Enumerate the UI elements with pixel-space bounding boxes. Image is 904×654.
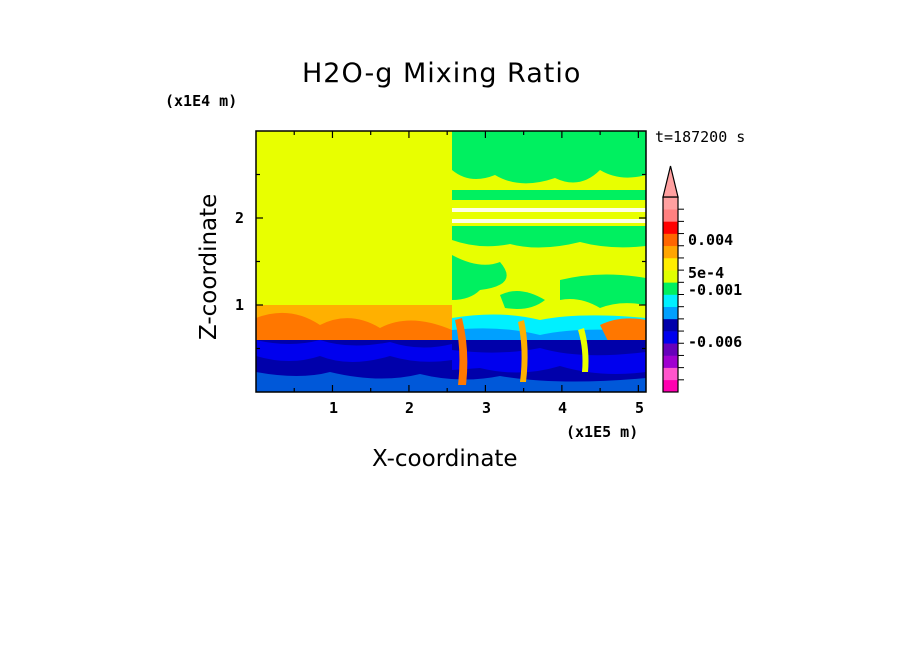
colorbar-segment xyxy=(663,245,678,259)
colorbar-segment xyxy=(663,318,678,332)
field-band xyxy=(452,219,646,223)
colorbar-segment xyxy=(663,270,678,283)
colorbar-segment xyxy=(663,197,678,210)
field-surface-bottom xyxy=(256,372,646,392)
field-plume xyxy=(455,318,468,385)
x-tick-label: 1 xyxy=(329,399,339,417)
field-blob xyxy=(452,255,507,300)
y-tick-label: 2 xyxy=(235,209,245,227)
colorbar-segment xyxy=(663,233,678,247)
axis-ticks xyxy=(256,131,646,392)
y-tick-label: 1 xyxy=(235,296,245,314)
colorbar-segment xyxy=(663,367,678,381)
x-axis-unit: (x1E5 m) xyxy=(566,423,639,441)
field-band xyxy=(452,208,646,212)
colorbar-label: -0.001 xyxy=(688,281,743,299)
field-plume xyxy=(578,328,589,372)
colorbar-label: 0.004 xyxy=(688,231,734,249)
y-axis-unit: (x1E4 m) xyxy=(165,92,238,110)
field-surface-light xyxy=(452,348,646,374)
x-tick-label: 3 xyxy=(482,399,492,417)
x-axis-label: X-coordinate xyxy=(372,446,518,472)
field-band xyxy=(452,226,646,248)
colorbar-segment xyxy=(663,294,678,307)
field-blob xyxy=(500,291,545,309)
x-tick-label: 4 xyxy=(558,399,568,417)
colorbar-segment xyxy=(663,355,678,368)
x-tick-label: 2 xyxy=(405,399,415,417)
colorbar-segment xyxy=(663,331,678,344)
time-label: t=187200 s xyxy=(655,128,746,146)
colorbar xyxy=(663,197,684,393)
colorbar-segment xyxy=(663,221,678,234)
colorbar-segment xyxy=(663,282,678,295)
colorbar-segment xyxy=(663,209,678,222)
colorbar-label: 5e-4 xyxy=(688,264,725,282)
chart-title: H2O-g Mixing Ratio xyxy=(302,58,582,89)
colorbar-label: -0.006 xyxy=(688,333,743,351)
field-transition-dark xyxy=(256,312,452,345)
field-band xyxy=(452,190,646,200)
colorbar-segment xyxy=(663,379,678,393)
field-plume xyxy=(518,320,528,382)
colorbar-extend-arrow xyxy=(662,165,679,198)
colorbar-segment xyxy=(663,306,678,320)
field-surface-light xyxy=(256,340,452,362)
x-tick-label: 5 xyxy=(635,399,645,417)
field-blob xyxy=(560,274,646,308)
colorbar-segment xyxy=(663,343,678,356)
contour-field xyxy=(256,131,646,392)
field-upper-right-green xyxy=(452,131,646,184)
colorbar-segment xyxy=(663,257,678,271)
